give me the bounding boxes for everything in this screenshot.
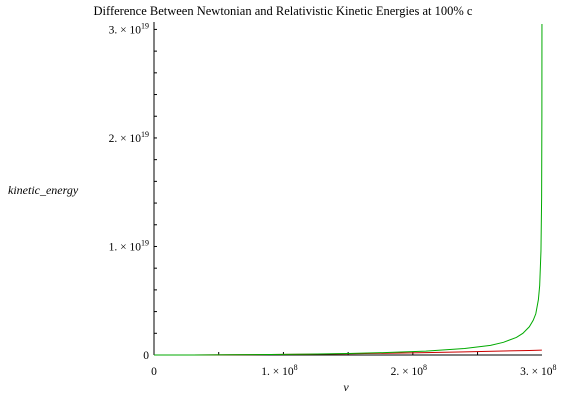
series-lines — [153, 23, 543, 356]
minor-ticks — [154, 28, 479, 355]
y-axis-label: kinetic_energy — [8, 183, 79, 197]
chart-title: Difference Between Newtonian and Relativ… — [94, 4, 473, 18]
y-tick-label: 0 — [143, 350, 149, 362]
y-tick-label: 1. × 1019 — [109, 238, 149, 253]
y-tick-label: 3. × 1019 — [109, 21, 149, 36]
x-tick-label: 1. × 108 — [261, 363, 297, 378]
tick-labels: 0 1. × 108 2. × 108 3. × 108 0 1. × 1019 2. × … — [109, 21, 557, 378]
x-axis-label: v — [343, 380, 349, 394]
y-tick-label: 2. × 1019 — [109, 130, 149, 145]
series-line-2 — [153, 23, 543, 356]
x-tick-label: 2. × 108 — [391, 363, 427, 378]
x-tick-label: 3. × 108 — [520, 363, 556, 378]
x-tick-label: 0 — [151, 366, 157, 378]
